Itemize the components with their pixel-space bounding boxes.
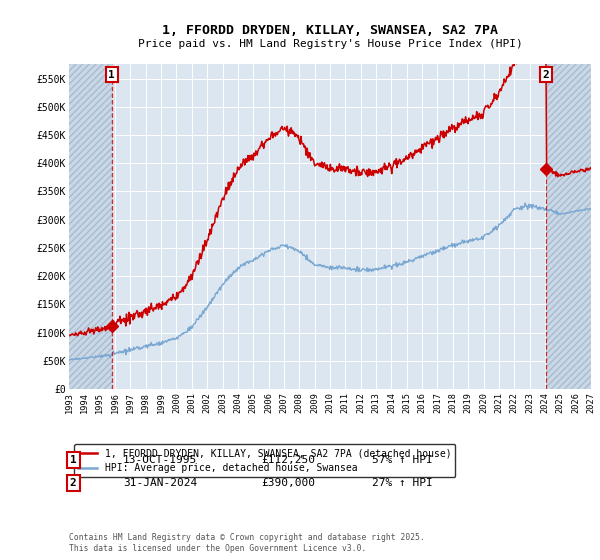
Text: £112,250: £112,250: [261, 455, 315, 465]
Text: £390,000: £390,000: [261, 478, 315, 488]
Bar: [69, 64, 112, 389]
Text: 13-OCT-1995: 13-OCT-1995: [123, 455, 197, 465]
Bar: [546, 64, 591, 389]
Legend: 1, FFORDD DRYDEN, KILLAY, SWANSEA, SA2 7PA (detached house), HPI: Average price,: 1, FFORDD DRYDEN, KILLAY, SWANSEA, SA2 7…: [74, 445, 455, 477]
Text: 2: 2: [70, 478, 77, 488]
Text: Contains HM Land Registry data © Crown copyright and database right 2025.
This d: Contains HM Land Registry data © Crown c…: [69, 533, 425, 553]
Text: 31-JAN-2024: 31-JAN-2024: [123, 478, 197, 488]
Text: 2: 2: [543, 69, 550, 80]
Text: 57% ↑ HPI: 57% ↑ HPI: [372, 455, 433, 465]
Text: 1: 1: [109, 69, 115, 80]
Text: 27% ↑ HPI: 27% ↑ HPI: [372, 478, 433, 488]
Text: 1, FFORDD DRYDEN, KILLAY, SWANSEA, SA2 7PA: 1, FFORDD DRYDEN, KILLAY, SWANSEA, SA2 7…: [162, 24, 498, 38]
Text: Price paid vs. HM Land Registry's House Price Index (HPI): Price paid vs. HM Land Registry's House …: [137, 39, 523, 49]
Text: 1: 1: [70, 455, 77, 465]
